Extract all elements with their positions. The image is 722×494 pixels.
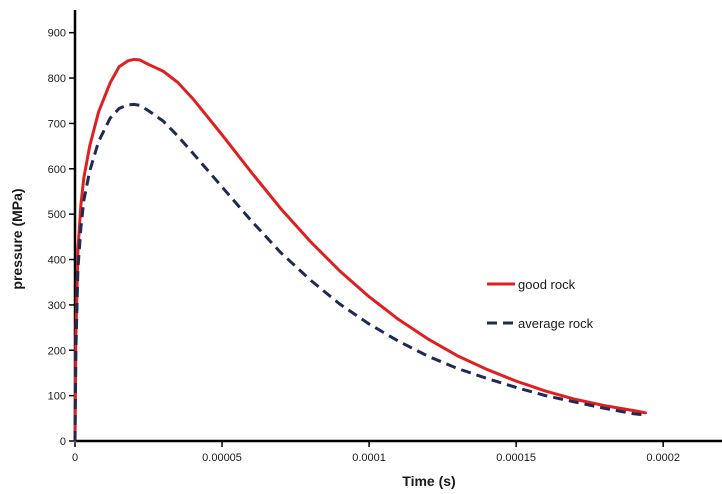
y-tick-label: 700 [48,118,66,130]
legend: good rock average rock [487,277,594,331]
series-line-average-rock [73,102,646,442]
y-tick-label: 500 [48,209,66,221]
y-axis-title: pressure (MPa) [9,188,25,289]
y-tick-label: 400 [48,255,66,267]
y-tick-label: 900 [48,28,66,40]
y-tick-label: 300 [48,300,66,312]
x-tick-label: 0 [72,452,78,464]
x-tick-label: 0.00005 [202,452,242,464]
axes: 0 100 200 300 400 500 600 700 800 900 0 0.00005 0.00… [48,10,722,464]
x-axis-title: Time (s) [402,473,455,489]
y-tick-label: 0 [60,436,66,448]
y-tick-label: 200 [48,345,66,357]
y-tick-label: 100 [48,391,66,403]
x-tick-label: 0.0002 [646,452,680,464]
series-lines [73,57,648,443]
x-tick-label: 0.0001 [352,452,386,464]
y-tick-label: 600 [48,164,66,176]
x-tick-label: 0.00015 [496,452,536,464]
legend-label-average-rock: average rock [518,316,594,331]
y-tick-label: 800 [48,73,66,85]
legend-label-good-rock: good rock [518,277,576,292]
series-line-good-rock [73,57,648,443]
